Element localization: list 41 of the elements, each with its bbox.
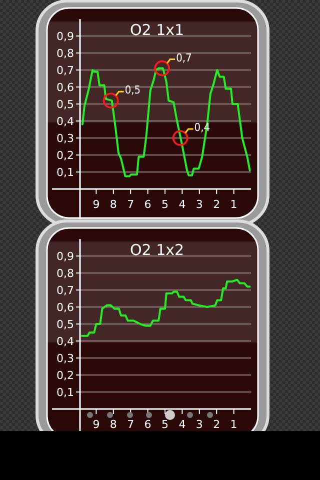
y-tick-label: 0,8 bbox=[56, 47, 74, 60]
y-tick-label: 0,4 bbox=[56, 335, 74, 348]
x-tick-label: 8 bbox=[110, 198, 117, 211]
y-tick-label: 0,9 bbox=[56, 250, 74, 263]
x-tick-label: 8 bbox=[110, 418, 117, 431]
x-tick-label: 4 bbox=[178, 198, 186, 211]
chart-title: O2 1x1 bbox=[130, 21, 184, 39]
x-tick-label: 2 bbox=[213, 198, 220, 211]
y-tick-label: 0,2 bbox=[56, 369, 74, 382]
y-tick-label: 0,5 bbox=[56, 98, 74, 111]
x-tick-label: 5 bbox=[162, 418, 168, 431]
line-series bbox=[80, 278, 251, 337]
y-tick-label: 0,7 bbox=[56, 64, 74, 77]
x-tick-label: 4 bbox=[178, 418, 186, 431]
y-tick-label: 0,3 bbox=[56, 352, 74, 365]
annotation: 0,5 bbox=[124, 84, 141, 97]
y-tick-label: 0,2 bbox=[56, 149, 74, 162]
x-tick-label: 7 bbox=[127, 418, 134, 431]
y-tick-label: 0,8 bbox=[56, 267, 74, 280]
x-tick-label: 5 bbox=[162, 198, 168, 211]
x-tick-label: 3 bbox=[196, 418, 203, 431]
y-tick-label: 0,1 bbox=[56, 386, 74, 399]
x-tick-label: 7 bbox=[127, 198, 134, 211]
x-tick-label: 9 bbox=[92, 418, 100, 431]
x-tick-label: 1 bbox=[230, 198, 238, 211]
x-tick-label: 6 bbox=[144, 418, 152, 431]
y-tick-label: 0,1 bbox=[56, 166, 74, 179]
y-tick-label: 0,7 bbox=[56, 284, 74, 297]
annotation: 0,7 bbox=[176, 51, 192, 64]
y-tick-label: 0,6 bbox=[56, 81, 74, 94]
x-tick-label: 3 bbox=[196, 198, 203, 211]
x-tick-label: 9 bbox=[92, 198, 100, 211]
y-tick-label: 0,5 bbox=[56, 318, 74, 331]
x-tick-label: 6 bbox=[144, 198, 152, 211]
x-tick-label: 1 bbox=[230, 418, 238, 431]
y-tick-label: 0,4 bbox=[56, 115, 74, 128]
y-tick-label: 0,9 bbox=[56, 30, 74, 43]
chart-title: O2 1x2 bbox=[130, 241, 184, 259]
y-tick-label: 0,6 bbox=[56, 301, 74, 314]
x-tick-label: 2 bbox=[213, 418, 220, 431]
y-tick-label: 0,3 bbox=[56, 132, 74, 145]
